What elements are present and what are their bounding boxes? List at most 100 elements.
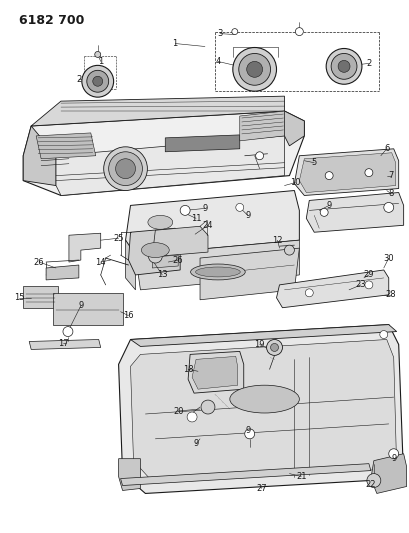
Circle shape xyxy=(108,152,142,185)
Text: 9: 9 xyxy=(326,201,331,210)
Polygon shape xyxy=(118,459,140,490)
Circle shape xyxy=(200,400,214,414)
Text: 2: 2 xyxy=(365,59,371,68)
Text: 16: 16 xyxy=(123,311,133,320)
Text: 11: 11 xyxy=(190,214,201,223)
Circle shape xyxy=(238,53,270,85)
Text: 12: 12 xyxy=(272,236,282,245)
Polygon shape xyxy=(46,265,79,280)
Text: 25: 25 xyxy=(113,233,124,243)
Circle shape xyxy=(270,343,278,351)
Bar xyxy=(202,142,211,149)
Circle shape xyxy=(63,327,73,336)
Polygon shape xyxy=(165,135,239,152)
Circle shape xyxy=(103,147,147,190)
Circle shape xyxy=(324,172,333,180)
Text: 5: 5 xyxy=(311,158,316,167)
Text: 28: 28 xyxy=(384,290,395,300)
Polygon shape xyxy=(120,464,370,486)
Circle shape xyxy=(388,449,398,459)
Text: 9: 9 xyxy=(390,454,396,463)
Bar xyxy=(224,142,232,149)
Text: 9: 9 xyxy=(78,301,83,310)
Polygon shape xyxy=(36,133,96,159)
Bar xyxy=(170,142,178,149)
Circle shape xyxy=(379,330,387,338)
Text: 4: 4 xyxy=(215,57,220,66)
Circle shape xyxy=(364,168,372,176)
Circle shape xyxy=(337,60,349,72)
Text: 30: 30 xyxy=(382,254,393,263)
Text: 2: 2 xyxy=(76,75,81,84)
Text: 9: 9 xyxy=(193,439,198,448)
Ellipse shape xyxy=(148,215,172,229)
Bar xyxy=(181,142,189,149)
Polygon shape xyxy=(192,357,237,389)
Circle shape xyxy=(294,28,303,36)
Polygon shape xyxy=(276,270,388,308)
Text: 23: 23 xyxy=(355,280,365,289)
Polygon shape xyxy=(31,96,284,126)
Text: 10: 10 xyxy=(290,178,300,187)
Polygon shape xyxy=(294,149,398,196)
Circle shape xyxy=(115,159,135,179)
Polygon shape xyxy=(23,111,303,196)
Circle shape xyxy=(232,47,276,91)
Text: 19: 19 xyxy=(254,340,264,349)
Circle shape xyxy=(330,53,356,79)
Text: 29: 29 xyxy=(363,270,373,279)
Text: 20: 20 xyxy=(173,407,183,416)
Text: 26: 26 xyxy=(34,257,44,266)
Circle shape xyxy=(187,412,197,422)
Text: 8: 8 xyxy=(387,189,393,198)
Polygon shape xyxy=(153,227,207,256)
Polygon shape xyxy=(188,351,243,393)
Polygon shape xyxy=(23,126,56,185)
Ellipse shape xyxy=(195,267,240,277)
Circle shape xyxy=(246,61,262,77)
Polygon shape xyxy=(284,111,303,146)
Circle shape xyxy=(266,340,282,356)
Polygon shape xyxy=(200,248,299,300)
Bar xyxy=(192,142,200,149)
Text: 26: 26 xyxy=(173,255,183,264)
Circle shape xyxy=(244,429,254,439)
Text: 6: 6 xyxy=(383,144,389,154)
Circle shape xyxy=(180,205,190,215)
Polygon shape xyxy=(299,153,395,192)
Polygon shape xyxy=(69,233,101,262)
Circle shape xyxy=(366,474,380,488)
Circle shape xyxy=(231,29,237,35)
Polygon shape xyxy=(152,255,178,268)
Text: 1: 1 xyxy=(172,39,178,48)
Ellipse shape xyxy=(229,385,299,413)
Circle shape xyxy=(305,289,312,297)
Text: 9: 9 xyxy=(245,211,250,220)
Text: 9: 9 xyxy=(202,204,207,213)
Polygon shape xyxy=(56,136,284,196)
Text: 21: 21 xyxy=(295,472,306,481)
Ellipse shape xyxy=(190,264,245,280)
Bar xyxy=(53,293,122,325)
Text: 9: 9 xyxy=(245,426,250,435)
Circle shape xyxy=(284,245,294,255)
Circle shape xyxy=(94,52,101,58)
Circle shape xyxy=(87,70,108,92)
Bar xyxy=(213,142,221,149)
Polygon shape xyxy=(118,325,402,494)
Text: 3: 3 xyxy=(217,29,222,38)
Text: 22: 22 xyxy=(365,480,375,489)
Polygon shape xyxy=(130,325,396,346)
Text: 7: 7 xyxy=(387,171,393,180)
Polygon shape xyxy=(370,454,406,494)
Polygon shape xyxy=(130,340,396,481)
Circle shape xyxy=(383,203,393,212)
Circle shape xyxy=(255,152,263,160)
Polygon shape xyxy=(306,192,402,232)
Bar xyxy=(23,286,58,308)
Circle shape xyxy=(326,49,361,84)
Text: 17: 17 xyxy=(58,339,68,348)
Bar xyxy=(56,161,68,168)
Polygon shape xyxy=(125,190,299,255)
Circle shape xyxy=(364,281,372,289)
